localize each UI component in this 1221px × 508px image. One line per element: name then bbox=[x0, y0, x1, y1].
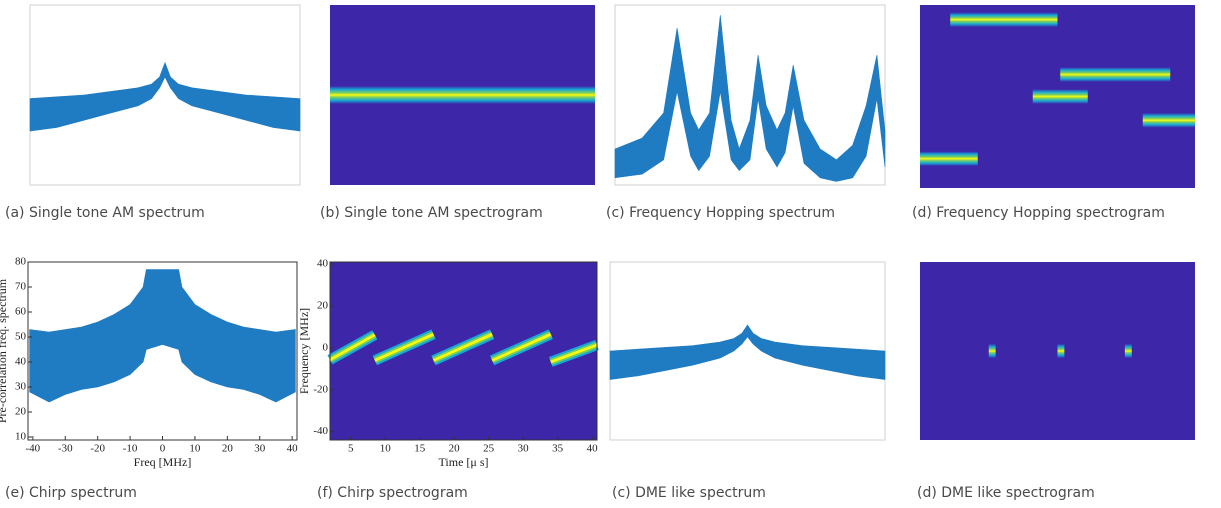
y-tick-label: -20 bbox=[313, 383, 328, 395]
spectrum-area bbox=[29, 61, 301, 132]
plot-area bbox=[29, 4, 301, 186]
x-tick-label: 40 bbox=[287, 443, 299, 455]
spectrogram-band bbox=[1032, 89, 1088, 104]
y-tick-label: 40 bbox=[317, 258, 329, 270]
y-tick-label: 80 bbox=[15, 256, 27, 268]
y-axis-label: Frequency [MHz] bbox=[297, 308, 311, 394]
spectrogram-band bbox=[1060, 67, 1171, 82]
x-tick-label: 35 bbox=[552, 443, 564, 455]
spectrogram-band bbox=[950, 12, 1058, 27]
x-tick-label: 30 bbox=[518, 443, 530, 455]
x-tick-label: 30 bbox=[254, 443, 266, 455]
x-tick-label: 25 bbox=[483, 443, 495, 455]
caption: (e) Chirp spectrum bbox=[5, 485, 137, 501]
x-tick-label: 5 bbox=[348, 443, 354, 455]
y-tick-label: 0 bbox=[323, 341, 329, 353]
spectrum-area bbox=[609, 324, 886, 380]
y-tick-label: 60 bbox=[15, 306, 27, 318]
caption: (d) DME like spectrogram bbox=[917, 485, 1095, 501]
x-tick-label: -40 bbox=[26, 443, 41, 455]
spectrum-area bbox=[29, 269, 296, 403]
y-tick-label: 20 bbox=[15, 406, 27, 418]
caption: (b) Single tone AM spectrogram bbox=[320, 205, 543, 221]
spectrum-area bbox=[614, 15, 886, 182]
caption: (c) Frequency Hopping spectrum bbox=[606, 205, 835, 221]
x-tick-label: -20 bbox=[90, 443, 105, 455]
x-tick-label: 15 bbox=[414, 443, 426, 455]
x-tick-label: 10 bbox=[380, 443, 392, 455]
y-tick-label: 30 bbox=[15, 381, 27, 393]
y-tick-label: 50 bbox=[15, 331, 27, 343]
spectrogram-band bbox=[1124, 343, 1132, 359]
y-tick-label: 40 bbox=[15, 356, 27, 368]
chirp bbox=[329, 333, 376, 361]
x-tick-label: 40 bbox=[587, 443, 599, 455]
spectrogram-band bbox=[1057, 343, 1065, 359]
plot-frame bbox=[329, 261, 598, 441]
caption: (f) Chirp spectrogram bbox=[317, 485, 468, 501]
caption: (a) Single tone AM spectrum bbox=[5, 205, 205, 221]
x-tick-label: -10 bbox=[123, 443, 138, 455]
y-tick-label: -40 bbox=[313, 425, 328, 437]
x-axis-label: Time [μ s] bbox=[439, 455, 489, 469]
caption: (d) Frequency Hopping spectrogram bbox=[912, 205, 1165, 221]
spectrogram-band bbox=[920, 151, 978, 167]
y-tick-label: 70 bbox=[15, 281, 27, 293]
chirp bbox=[550, 343, 598, 364]
spectrogram-band bbox=[1142, 112, 1195, 128]
chirp bbox=[491, 333, 552, 362]
x-axis-label: Freq [MHz] bbox=[134, 455, 192, 469]
chirp bbox=[374, 333, 435, 362]
x-tick-label: -30 bbox=[58, 443, 73, 455]
y-tick-label: 20 bbox=[317, 300, 329, 312]
chirp bbox=[432, 333, 493, 362]
x-tick-label: 20 bbox=[222, 443, 234, 455]
spectrogram-band bbox=[988, 343, 996, 359]
x-tick-label: 20 bbox=[449, 443, 461, 455]
y-axis-label: Pre-correlation freq. spectrum bbox=[0, 278, 9, 423]
x-tick-label: 10 bbox=[189, 443, 201, 455]
y-tick-label: 10 bbox=[15, 431, 27, 443]
caption: (c) DME like spectrum bbox=[612, 485, 766, 501]
x-tick-label: 0 bbox=[160, 443, 166, 455]
spectrogram-band bbox=[330, 86, 595, 104]
